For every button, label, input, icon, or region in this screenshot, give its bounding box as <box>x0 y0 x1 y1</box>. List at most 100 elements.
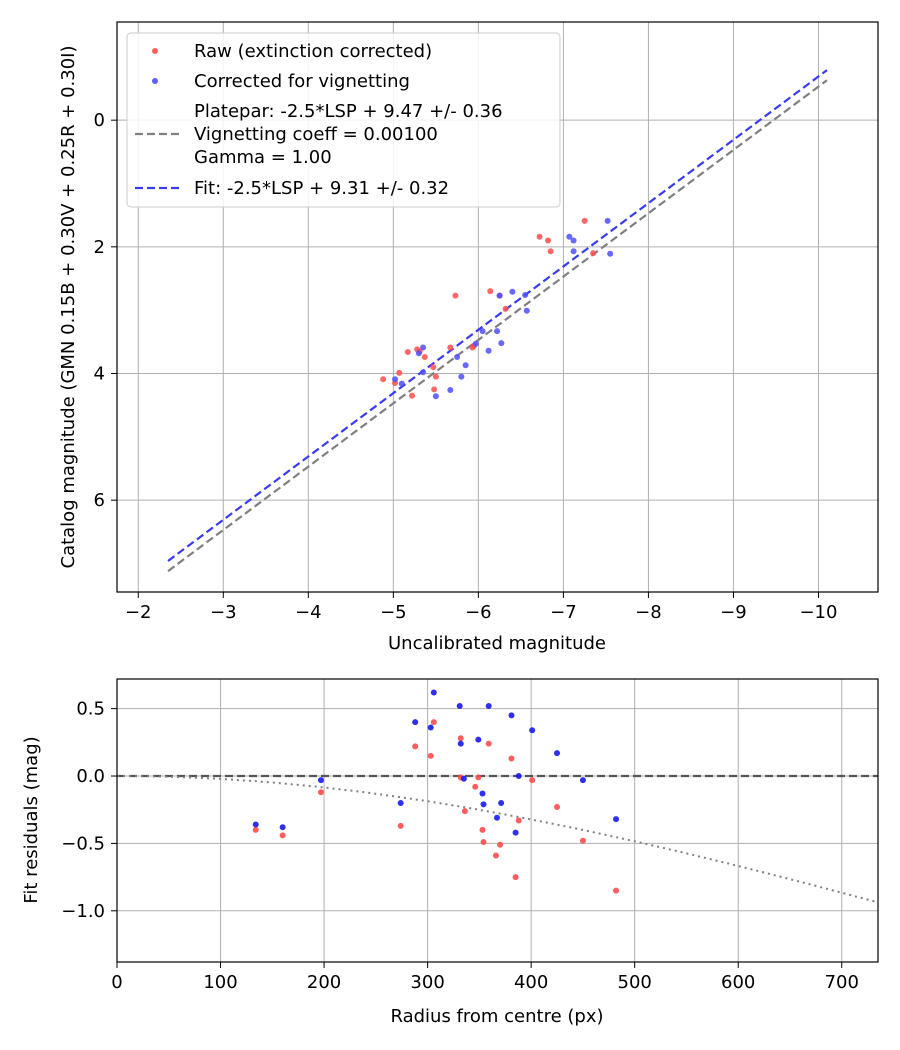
residual-corrected-point <box>397 799 404 806</box>
residual-corrected-point <box>460 775 467 782</box>
top-x-tick-label: −5 <box>380 602 407 623</box>
residual-raw-point <box>475 774 482 781</box>
raw-point <box>380 376 387 383</box>
residual-corrected-point <box>480 801 487 808</box>
residual-raw-point <box>412 743 419 750</box>
residual-corrected-point <box>485 702 492 709</box>
corrected-point <box>566 233 573 240</box>
corrected-point <box>498 340 505 347</box>
residual-corrected-point <box>512 829 519 836</box>
residual-raw-point <box>579 837 586 844</box>
top-scatter-points <box>380 217 614 400</box>
bottom-plot-frame <box>116 678 879 963</box>
residual-raw-point <box>613 887 620 894</box>
top-y-tick-label: 0 <box>94 110 105 131</box>
corrected-point <box>496 292 503 299</box>
raw-point <box>590 250 597 257</box>
corrected-point <box>458 373 465 380</box>
raw-point <box>431 386 438 393</box>
bottom-x-tick-label: 200 <box>307 972 341 993</box>
residual-corrected-point <box>498 799 505 806</box>
residual-corrected-point <box>508 712 515 719</box>
residual-corrected-point <box>427 724 434 731</box>
raw-point <box>447 344 454 351</box>
raw-point <box>409 392 416 399</box>
bottom-y-tick-label: −0.5 <box>61 833 105 854</box>
residual-corrected-point <box>252 821 259 828</box>
top-plot-frame <box>116 21 879 593</box>
bottom-x-tick-label: 0 <box>111 972 122 993</box>
bottom-y-axis-label: Fit residuals (mag) <box>21 736 42 903</box>
bottom-chart: 0 100 200 300 400 500 600 700 0.5 0.0 −0.5 −1.0 Rad… <box>21 678 879 1027</box>
raw-point <box>452 292 459 299</box>
residual-raw-point <box>508 755 515 762</box>
bottom-x-tick-label: 500 <box>618 972 652 993</box>
legend-raw-marker <box>152 48 158 54</box>
residual-raw-point <box>497 841 504 848</box>
top-fit-lines <box>167 69 828 572</box>
top-x-axis-label: Uncalibrated magnitude <box>388 633 606 654</box>
corrected-point <box>462 362 469 369</box>
bottom-x-tick-label: 300 <box>410 972 444 993</box>
residual-raw-point <box>485 740 492 747</box>
bottom-vignetting-curve <box>117 775 879 904</box>
bottom-x-tick-label: 100 <box>203 972 237 993</box>
corrected-point <box>604 217 611 224</box>
residual-raw-point <box>427 752 434 759</box>
corrected-point <box>472 340 479 347</box>
residual-raw-point <box>430 719 437 726</box>
top-y-tick-label: 4 <box>94 364 105 385</box>
legend-box <box>126 32 561 208</box>
top-platepar-line <box>167 79 828 572</box>
bottom-axis-ticks: 0 100 200 300 400 500 600 700 0.5 0.0 −0.5 −1.0 <box>61 699 859 993</box>
top-y-tick-label: 6 <box>94 490 105 511</box>
residual-raw-point <box>461 808 468 815</box>
residual-corrected-point <box>412 719 419 726</box>
residual-corrected-point <box>456 702 463 709</box>
residual-corrected-point <box>430 689 437 696</box>
legend-gamma-label: Gamma = 1.00 <box>194 147 332 168</box>
top-axis-ticks: −2 −3 −4 −5 −6 −7 −8 −9 −10 0 2 4 6 <box>94 110 838 623</box>
residual-raw-point <box>397 822 404 829</box>
raw-point <box>421 354 428 361</box>
top-chart: −2 −3 −4 −5 −6 −7 −8 −9 −10 0 2 4 6 Uncalibrated mag… <box>58 21 879 654</box>
residual-raw-point <box>457 735 464 742</box>
bottom-x-tick-label: 700 <box>825 972 859 993</box>
residual-raw-point <box>492 852 499 859</box>
corrected-point <box>570 248 577 255</box>
corrected-point <box>485 347 492 354</box>
legend-corrected-label: Corrected for vignetting <box>194 71 410 92</box>
corrected-point <box>420 344 427 351</box>
legend-fit-label: Fit: -2.5*LSP + 9.31 +/- 0.32 <box>194 178 449 199</box>
bottom-y-tick-label: 0.0 <box>76 766 105 787</box>
corrected-point <box>607 250 614 257</box>
residual-corrected-point <box>479 790 486 797</box>
raw-point <box>545 237 552 244</box>
bottom-x-tick-label: 600 <box>721 972 755 993</box>
residual-raw-point <box>515 817 522 824</box>
top-x-tick-label: −10 <box>799 602 837 623</box>
raw-point <box>404 348 411 355</box>
residual-corrected-point <box>493 814 500 821</box>
corrected-point <box>398 380 405 387</box>
top-x-tick-label: −6 <box>465 602 492 623</box>
corrected-point <box>454 354 461 361</box>
residual-corrected-point <box>317 777 324 784</box>
corrected-point <box>420 369 427 376</box>
bottom-x-tick-label: 400 <box>514 972 548 993</box>
residual-corrected-point <box>554 750 561 757</box>
raw-point <box>581 217 588 224</box>
residual-corrected-point <box>529 727 536 734</box>
residual-raw-point <box>480 839 487 846</box>
corrected-point <box>522 291 529 298</box>
corrected-point <box>415 350 422 357</box>
residual-raw-point <box>317 789 324 796</box>
residual-corrected-point <box>475 736 482 743</box>
residual-corrected-point <box>457 740 464 747</box>
top-y-tick-label: 2 <box>94 237 105 258</box>
legend-corrected-marker <box>152 78 158 84</box>
corrected-point <box>509 288 516 295</box>
bottom-y-tick-label: −1.0 <box>61 901 105 922</box>
corrected-point <box>570 237 577 244</box>
